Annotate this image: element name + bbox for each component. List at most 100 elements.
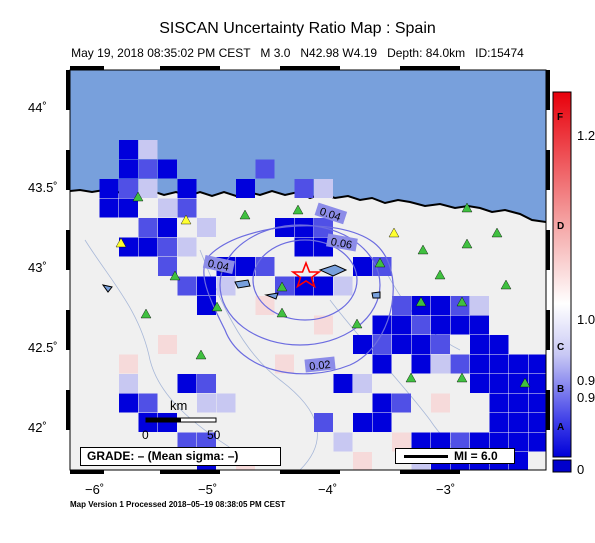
grid-cell [412,472,431,491]
grid-cell [255,159,275,179]
scale-tick-end: 50 [207,428,221,442]
grid-cell [177,374,197,393]
green-triangle-icon [276,281,288,292]
grid-cell [333,374,353,393]
grid-cell [528,393,546,413]
grid-cell [177,198,197,218]
colorbar-value: 1.0 [577,312,595,327]
grid-cell [528,354,546,374]
grid-cell [372,335,392,354]
green-triangle-icon [195,349,207,360]
stations [115,191,531,388]
colorbar-value: 0.9 [577,373,595,388]
longitude-label: −3˚ [436,482,456,497]
grid-cell [158,335,177,354]
grid-cell [431,432,450,452]
map-subtitle: May 19, 2018 08:35:02 PM CEST M 3.0 N42.… [71,46,524,60]
grid-cell [158,159,177,179]
grid-cell [314,179,333,198]
grid-cell [333,432,353,452]
grid-cell [197,393,216,413]
colorbar-value: 0.9 [577,390,595,405]
grid-cell [99,198,119,218]
scale-unit: km [170,398,188,413]
grade-letter: C [557,342,565,353]
green-triangle-icon [374,257,386,268]
grid-cell [470,432,489,452]
grid-cell [353,257,372,276]
grid-cell [529,472,548,491]
epicenter-star-icon [290,260,322,289]
grid-cell [255,257,275,276]
grid-cell [411,335,431,354]
grid-cell [411,354,431,374]
grid-cell [450,354,470,374]
grid-cell [509,354,528,374]
grid-cell [158,218,177,237]
grid-cell [216,276,236,296]
latitude-label: 43.5˚ [28,180,58,195]
grid-cell [489,393,509,413]
map-title: SISCAN Uncertainty Ratio Map : Spain [159,20,436,37]
latitude-label: 42.5˚ [28,340,58,355]
grid-cell [450,315,470,335]
grid-cell [411,315,431,335]
green-triangle-icon [169,270,181,281]
grid-cell [470,354,489,374]
green-triangle-icon [461,238,473,249]
grid-cell [158,237,177,257]
footer-text: Map Version 1 Processed 2018–05–19 08:38… [70,500,286,509]
grid-cell [294,237,314,257]
grid-cell [138,159,158,179]
mi-bar [404,455,448,458]
grid-cell [119,179,138,198]
scale-tick-start: 0 [142,428,149,442]
grid-cell [470,315,489,335]
grid-cell [372,393,392,413]
grid-cell [314,315,333,335]
grid-cell [158,257,177,276]
grid-cell [294,218,314,237]
green-triangle-icon [434,269,446,280]
grid-cell [372,354,392,374]
latitude-label: 42˚ [28,420,47,435]
uncertainty-grid [99,140,548,491]
grid-cell [138,140,158,159]
grid-cell [216,393,236,413]
grid-cell [431,315,450,335]
green-triangle-icon [519,377,531,388]
grid-cell [509,413,528,432]
grid-cell [528,432,546,452]
green-triangle-icon [132,191,144,202]
green-triangle-icon [405,372,417,383]
frame-ticks [66,66,550,474]
yellow-triangle-icon [180,214,192,225]
contours [203,224,394,375]
yellow-triangle-icon [115,237,127,248]
grid-cell [158,198,177,218]
grid-cell [138,237,158,257]
grid-cell [314,413,333,432]
grid-cell [99,179,119,198]
grade-letter: F [557,112,564,123]
grid-cell [450,432,470,452]
contour-label: 0.06 [330,236,353,252]
grid-cell [431,335,450,354]
grid-cell [372,413,392,432]
grid-cell [509,432,528,452]
grade-letter: D [557,221,565,232]
grid-cell [528,374,546,393]
grid-cell [177,276,197,296]
grid-cell [119,374,138,393]
grid-cell [177,432,197,452]
green-triangle-icon [351,318,363,329]
grid-cell [119,354,138,374]
grid-cell [314,276,333,296]
grid-cell [470,374,489,393]
grid-cell [470,335,489,354]
grid-cell [197,218,216,237]
grid-cell [197,374,216,393]
yellow-triangle-icon [388,227,400,238]
mi-legend: MI = 6.0 [395,448,515,464]
green-triangle-icon [415,296,427,307]
